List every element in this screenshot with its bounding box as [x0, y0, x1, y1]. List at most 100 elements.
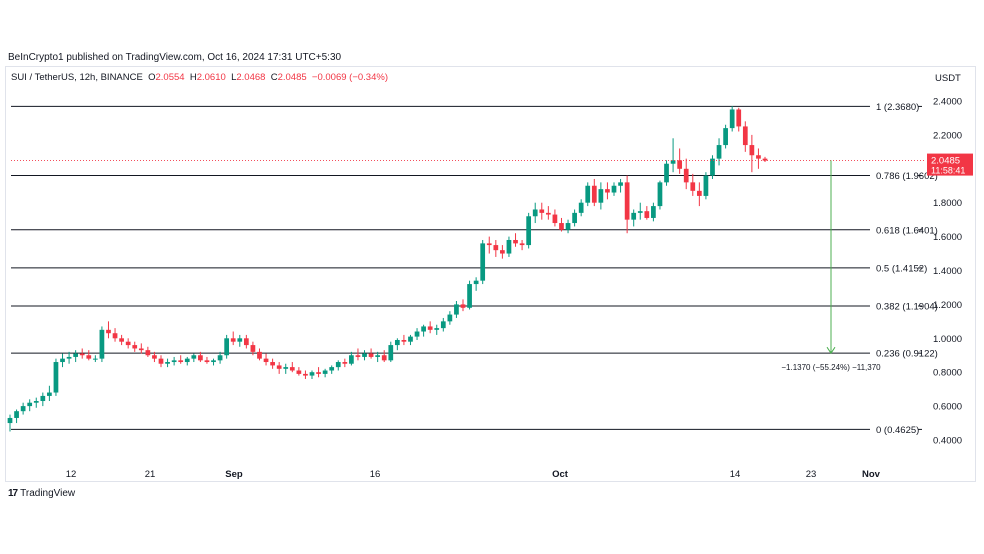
candle-up [631, 212, 637, 220]
candle-down [519, 243, 525, 246]
candle-down [230, 338, 236, 342]
candle-up [467, 284, 472, 308]
y-tick-label: 1.0000 [933, 334, 962, 345]
candle-down [736, 109, 742, 127]
candle-up [53, 362, 59, 393]
candle-up [33, 401, 39, 403]
candle-down [79, 353, 85, 356]
x-tick-label: 23 [806, 469, 817, 480]
y-tick-label: 1.8000 [933, 198, 962, 209]
candle-up [572, 212, 577, 224]
candle-down [138, 348, 144, 351]
candle-down [742, 126, 748, 146]
last-price-value: 2.0485 [931, 156, 960, 167]
candle-down [368, 353, 374, 357]
y-tick-label: 1.6000 [933, 232, 962, 243]
candle-down [756, 155, 761, 159]
candle-up [526, 216, 532, 246]
candle-up [27, 402, 33, 407]
candle-up [283, 367, 289, 369]
price-axis[interactable]: 2.40002.20002.00001.80001.60001.40001.20… [933, 97, 962, 447]
candle-up [585, 185, 591, 203]
chart-frame [5, 66, 976, 482]
candle-up [375, 355, 381, 357]
candle-up [92, 358, 98, 360]
high-label: H [189, 72, 197, 83]
candle-down [677, 160, 683, 169]
candle-down [355, 355, 361, 357]
change-value: −0.0069 (−0.34%) [311, 72, 388, 83]
candle-down [250, 345, 256, 352]
candle-down [342, 362, 348, 364]
candle-down [198, 355, 203, 361]
candle-down [204, 360, 210, 363]
candle-up [329, 367, 335, 371]
candle-down [552, 214, 558, 224]
candle-up [611, 185, 617, 193]
y-tick-label: 0.8000 [933, 368, 962, 379]
candle-up [598, 189, 604, 203]
candle-up [20, 406, 26, 412]
candle-up [565, 223, 571, 230]
candle-down [119, 338, 124, 342]
x-tick-label: 16 [370, 469, 381, 480]
high-value: 2.0610 [196, 72, 226, 83]
candle-down [644, 211, 650, 218]
candle-down [125, 341, 131, 346]
candle-up [165, 362, 170, 364]
low-value: 2.0468 [236, 72, 266, 83]
fib-label: 0.236 (0.9122) [876, 349, 938, 360]
candle-down [591, 185, 597, 203]
fib-label: 0 (0.4625) [876, 425, 919, 436]
candle-down [401, 339, 407, 342]
candle-up [657, 182, 663, 207]
candle-up [322, 370, 328, 374]
candle-up [651, 206, 656, 218]
y-tick-label: 2.2000 [933, 130, 962, 141]
candle-up [723, 128, 728, 146]
candle-down [605, 189, 610, 193]
candle-down [559, 223, 564, 230]
y-tick-label: 1.2000 [933, 300, 962, 311]
open-label: O [148, 72, 156, 83]
tradingview-logo-icon: 17 [8, 488, 18, 499]
fib-label: 0.618 (1.6401) [876, 225, 938, 236]
candle-up [47, 392, 52, 396]
candle-up [703, 175, 709, 196]
x-tick-label: 12 [66, 469, 77, 480]
candle-up [473, 280, 479, 285]
candle-up [7, 417, 13, 424]
x-tick-label: 14 [730, 469, 741, 480]
time-axis[interactable]: 12 21 Sep 16 Oct 14 23 Nov [66, 469, 881, 480]
candle-up [237, 338, 243, 342]
fib-label: 0.382 (1.1904) [876, 302, 938, 313]
candle-up [408, 336, 413, 342]
candle-up [217, 355, 223, 361]
candle-down [263, 358, 269, 363]
tradingview-footer: 17 TradingView [8, 488, 75, 499]
candle-down [381, 355, 387, 361]
candle-down [539, 209, 545, 213]
fib-label: 0.5 (1.4152) [876, 263, 927, 274]
candle-down [296, 370, 302, 374]
footer-brand: TradingView [20, 488, 76, 499]
candle-down [106, 329, 111, 334]
candle-up [454, 304, 459, 315]
publisher-line: BeInCrypto1 published on TradingView.com… [8, 52, 342, 63]
candle-down [486, 243, 492, 246]
candle-up [309, 372, 315, 376]
currency-label[interactable]: USDT [935, 73, 961, 84]
candle-up [335, 362, 341, 368]
candle-down [513, 239, 518, 244]
candle-up [710, 158, 715, 176]
candle-up [40, 395, 46, 402]
candle-up [171, 360, 177, 363]
last-price-countdown: 11:58:41 [931, 166, 965, 176]
candle-down [749, 145, 755, 156]
candle-down [257, 351, 262, 359]
candle-up [184, 358, 190, 363]
candle-up [211, 360, 216, 363]
y-tick-label: 0.6000 [933, 402, 962, 413]
candle-up [388, 345, 394, 361]
